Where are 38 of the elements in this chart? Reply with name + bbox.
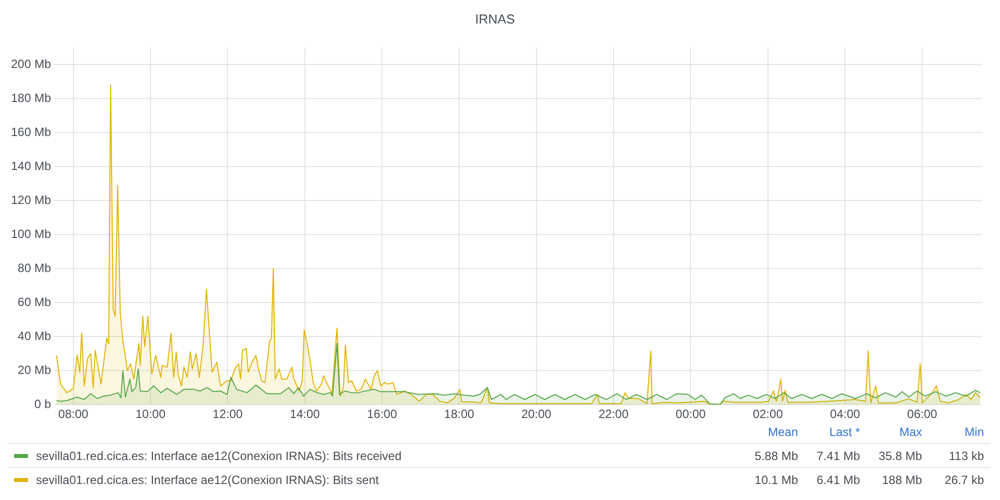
- x-tick-label: 12:00: [212, 407, 243, 422]
- y-tick-label: 100 Mb: [10, 226, 52, 241]
- text: 7.41 Mb: [804, 444, 866, 468]
- y-tick-label: 20 Mb: [18, 362, 52, 377]
- x-tick-label: 00:00: [676, 407, 706, 422]
- y-tick-label: 140 Mb: [10, 158, 52, 173]
- x-tick-label: 06:00: [907, 407, 938, 422]
- text: 10.1 Mb: [742, 468, 804, 491]
- x-tick-label: 18:00: [444, 407, 475, 422]
- x-tick-label: 14:00: [290, 407, 320, 422]
- legend-label: sevilla01.red.cica.es: Interface ae12(Conexion IRNAS): Bits received: [8, 444, 742, 468]
- text: 113 kb: [928, 444, 990, 468]
- text: 188 Mb: [866, 468, 928, 491]
- x-tick-label: 10:00: [135, 407, 166, 422]
- text: Min: [964, 424, 985, 440]
- y-tick-label: 120 Mb: [10, 192, 52, 207]
- x-tick-label: 08:00: [58, 407, 89, 422]
- chart-title: IRNAS: [475, 11, 516, 26]
- text: Mean: [766, 424, 799, 440]
- legend-label: sevilla01.red.cica.es: Interface ae12(Conexion IRNAS): Bits sent: [8, 468, 742, 491]
- y-tick-label: 60 Mb: [18, 294, 52, 309]
- text: 26.7 kb: [928, 468, 990, 491]
- x-tick-label: 22:00: [598, 407, 629, 422]
- x-tick-label: 20:00: [521, 407, 552, 422]
- y-tick-label: 40 Mb: [18, 328, 52, 343]
- y-tick-label: 160 Mb: [10, 124, 52, 139]
- text: 6.41 Mb: [804, 468, 866, 491]
- x-tick-label: 16:00: [366, 407, 398, 422]
- y-tick-label: 200 Mb: [10, 56, 52, 71]
- x-tick-label: 04:00: [830, 407, 860, 422]
- y-tick-label: 180 Mb: [10, 90, 52, 105]
- text: 5.88 Mb: [742, 444, 804, 468]
- text: 35.8 Mb: [866, 444, 928, 468]
- text: Last *: [828, 424, 861, 440]
- x-tick-label: 02:00: [752, 407, 784, 422]
- text: Max: [898, 424, 923, 440]
- y-tick-label: 0 b: [34, 396, 52, 411]
- y-tick-label: 80 Mb: [18, 260, 52, 275]
